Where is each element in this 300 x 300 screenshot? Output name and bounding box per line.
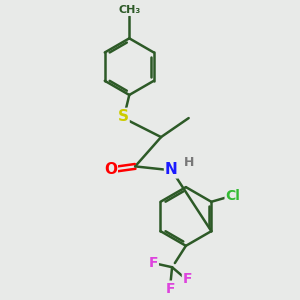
Text: O: O — [104, 162, 117, 177]
Text: Cl: Cl — [226, 189, 241, 202]
Text: H: H — [184, 156, 194, 169]
Text: F: F — [183, 272, 192, 286]
Text: CH₃: CH₃ — [118, 5, 140, 15]
Text: F: F — [148, 256, 158, 270]
Text: N: N — [165, 162, 178, 177]
Text: F: F — [166, 282, 175, 296]
Text: S: S — [118, 109, 129, 124]
